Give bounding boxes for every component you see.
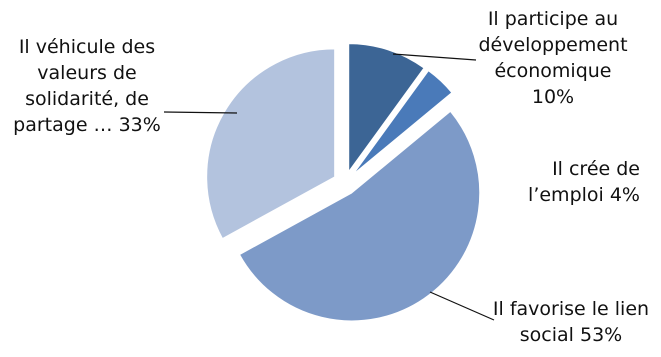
slice-label-2-line-1: Il crée de — [552, 158, 640, 180]
slice-label-1-line-2: développement — [478, 34, 627, 56]
pie-slice-4 — [206, 48, 336, 240]
slice-label-3-line-2: social 53% — [520, 324, 622, 346]
slice-label-3: Il favorise le lien social 53% — [493, 298, 649, 346]
labels-layer: Il participe au développement économique 10… — [13, 8, 649, 346]
slice-label-1-line-1: Il participe au — [488, 8, 618, 30]
slice-label-4-line-2: valeurs de — [37, 62, 136, 84]
slice-label-4-line-1: Il véhicule des — [19, 36, 155, 58]
slice-label-3-line-1: Il favorise le lien — [493, 298, 649, 320]
pie-slice-1 — [348, 43, 425, 174]
slice-label-2-line-2: l’emploi 4% — [528, 184, 640, 206]
slice-label-4-line-3: solidarité, de — [25, 88, 149, 110]
leader-line-3 — [429, 291, 495, 321]
slice-label-1-line-3: économique — [494, 60, 611, 82]
slice-label-4: Il véhicule des valeurs de solidarité, de p… — [13, 36, 161, 136]
slice-label-4-line-4: partage … 33% — [13, 114, 161, 136]
slice-label-2: Il crée de l’emploi 4% — [528, 158, 640, 206]
pie-slice-2 — [352, 70, 453, 175]
slices-layer — [206, 43, 481, 322]
leader-line-1 — [392, 53, 477, 61]
slice-label-1-line-4: 10% — [532, 86, 574, 108]
leader-lines-layer — [163, 53, 495, 321]
leader-line-4 — [163, 111, 238, 114]
pie-slice-3 — [238, 110, 481, 322]
slice-label-1: Il participe au développement économique 10… — [478, 8, 627, 108]
